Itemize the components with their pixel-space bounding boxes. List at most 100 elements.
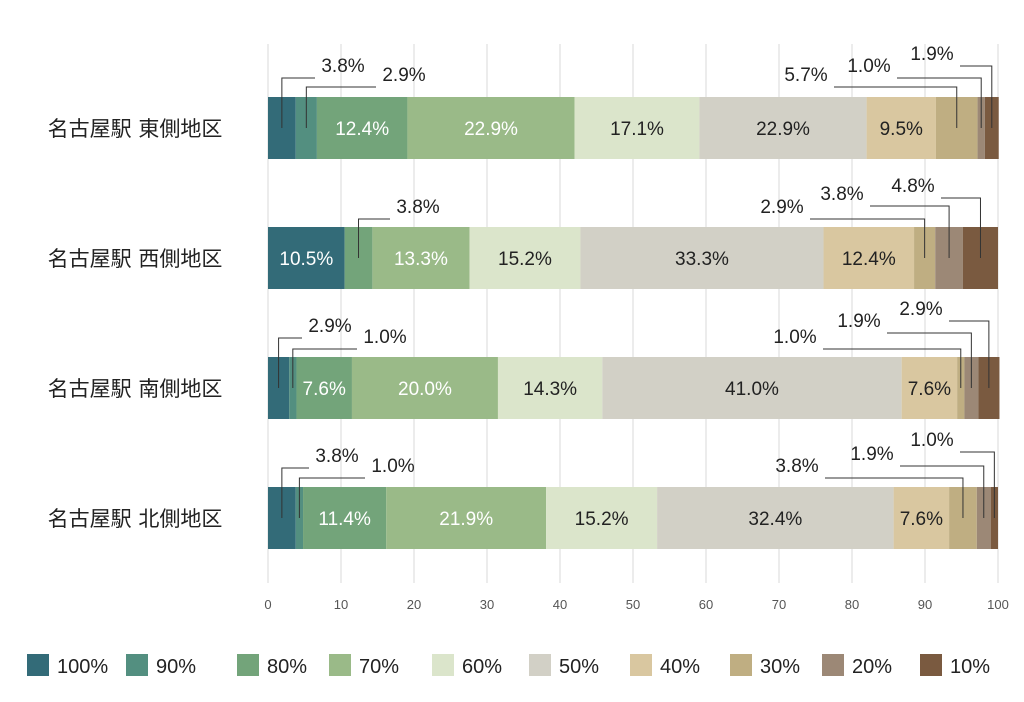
data-label: 2.9%: [308, 316, 351, 337]
bar-segment: [386, 487, 547, 549]
bar-segment: [657, 487, 894, 549]
legend-label: 100%: [57, 656, 108, 678]
data-label: 12.4%: [335, 119, 389, 140]
data-label: 2.9%: [760, 197, 803, 218]
callout-leader: [278, 337, 302, 388]
legend-label: 50%: [559, 656, 599, 678]
data-label: 13.3%: [394, 249, 448, 270]
x-tick-label: 40: [553, 597, 567, 612]
data-label: 1.0%: [363, 327, 406, 348]
legend: 100% 90% 80% 70% 60% 50% 40% 30% 20% 10%: [27, 654, 990, 678]
bar-segment: [303, 487, 387, 549]
bar-segment: [699, 97, 867, 159]
callout-leader: [941, 197, 981, 258]
data-label: 33.3%: [675, 249, 729, 270]
bar-segment: [866, 97, 936, 159]
data-label: 7.6%: [303, 379, 346, 400]
data-label: 21.9%: [439, 509, 493, 530]
x-tick-label: 10: [334, 597, 348, 612]
callout-leader: [298, 477, 365, 518]
x-tick-label: 50: [626, 597, 640, 612]
legend-label: 40%: [660, 656, 700, 678]
x-axis-ticks: 0 10 20 30 40 50 60 70 80 90 100: [264, 597, 1008, 612]
x-tick-label: 80: [845, 597, 859, 612]
data-label: 22.9%: [756, 119, 810, 140]
x-tick-label: 70: [772, 597, 786, 612]
bar-segment: [407, 97, 575, 159]
callout-labels: 3.8% 2.9% 5.7% 1.0% 1.9% 3.8% 2.9% 3.8% 4.8% 2.9%…: [278, 44, 995, 518]
callout-leader: [949, 320, 990, 388]
legend-swatch: [822, 654, 844, 676]
bar-segment: [497, 357, 603, 419]
callout-leader: [823, 348, 962, 388]
category-label: 名古屋駅 北側地区: [48, 507, 223, 531]
data-label: 2.9%: [899, 299, 942, 320]
bar-segments: 12.4% 22.9% 17.1% 22.9% 9.5% 10.5% 13.3% 15.2% 3…: [268, 97, 1000, 549]
data-label: 9.5%: [880, 119, 923, 140]
x-tick-label: 100: [987, 597, 1009, 612]
bar-segment: [372, 227, 470, 289]
data-label: 22.9%: [464, 119, 518, 140]
callout-leader: [281, 467, 309, 518]
legend-swatch: [126, 654, 148, 676]
x-tick-label: 30: [480, 597, 494, 612]
legend-label: 60%: [462, 656, 502, 678]
bar-segment: [316, 97, 408, 159]
legend-swatch: [432, 654, 454, 676]
x-tick-label: 90: [918, 597, 932, 612]
data-label: 3.8%: [321, 56, 364, 77]
x-tick-label: 20: [407, 597, 421, 612]
data-label: 2.9%: [382, 65, 425, 86]
legend-swatch: [630, 654, 652, 676]
data-label: 15.2%: [575, 509, 629, 530]
callout-leader: [900, 465, 985, 518]
bar-segment: [296, 357, 352, 419]
x-tick-label: 0: [264, 597, 271, 612]
bar-segment: [823, 227, 915, 289]
category-label: 名古屋駅 東側地区: [48, 117, 223, 141]
data-label: 14.3%: [523, 379, 577, 400]
data-label: 7.6%: [900, 509, 943, 530]
data-label: 3.8%: [775, 456, 818, 477]
x-tick-label: 60: [699, 597, 713, 612]
data-label: 20.0%: [398, 379, 452, 400]
data-label: 10.5%: [279, 249, 333, 270]
callout-leader: [834, 86, 958, 128]
callout-leader: [960, 65, 993, 128]
bar-segment: [893, 487, 950, 549]
bar-segment: [901, 357, 958, 419]
data-label: 7.6%: [908, 379, 951, 400]
legend-swatch: [237, 654, 259, 676]
data-label: 41.0%: [725, 379, 779, 400]
legend-swatch: [329, 654, 351, 676]
callout-leader: [897, 77, 982, 128]
bar-segment: [580, 227, 824, 289]
bar-segment: [268, 227, 345, 289]
data-label: 1.0%: [371, 456, 414, 477]
legend-label: 90%: [156, 656, 196, 678]
legend-swatch: [529, 654, 551, 676]
callout-leader: [887, 332, 972, 388]
legend-label: 70%: [359, 656, 399, 678]
bar-segment: [546, 487, 658, 549]
callout-leader: [810, 218, 926, 258]
data-label: 1.9%: [850, 444, 893, 465]
bar-segment: [351, 357, 498, 419]
callout-leader: [358, 218, 390, 258]
data-label: 12.4%: [842, 249, 896, 270]
bar-segment: [602, 357, 902, 419]
data-label: 32.4%: [748, 509, 802, 530]
callout-leader: [870, 205, 950, 258]
data-label: 1.9%: [910, 44, 953, 65]
data-label: 1.0%: [773, 327, 816, 348]
legend-swatch: [730, 654, 752, 676]
data-label: 3.8%: [396, 197, 439, 218]
callout-leader: [960, 451, 995, 518]
callout-leader: [281, 77, 315, 128]
callout-leader: [305, 86, 376, 128]
data-label: 1.9%: [837, 311, 880, 332]
category-label: 名古屋駅 南側地区: [48, 377, 223, 401]
data-label: 3.8%: [820, 184, 863, 205]
